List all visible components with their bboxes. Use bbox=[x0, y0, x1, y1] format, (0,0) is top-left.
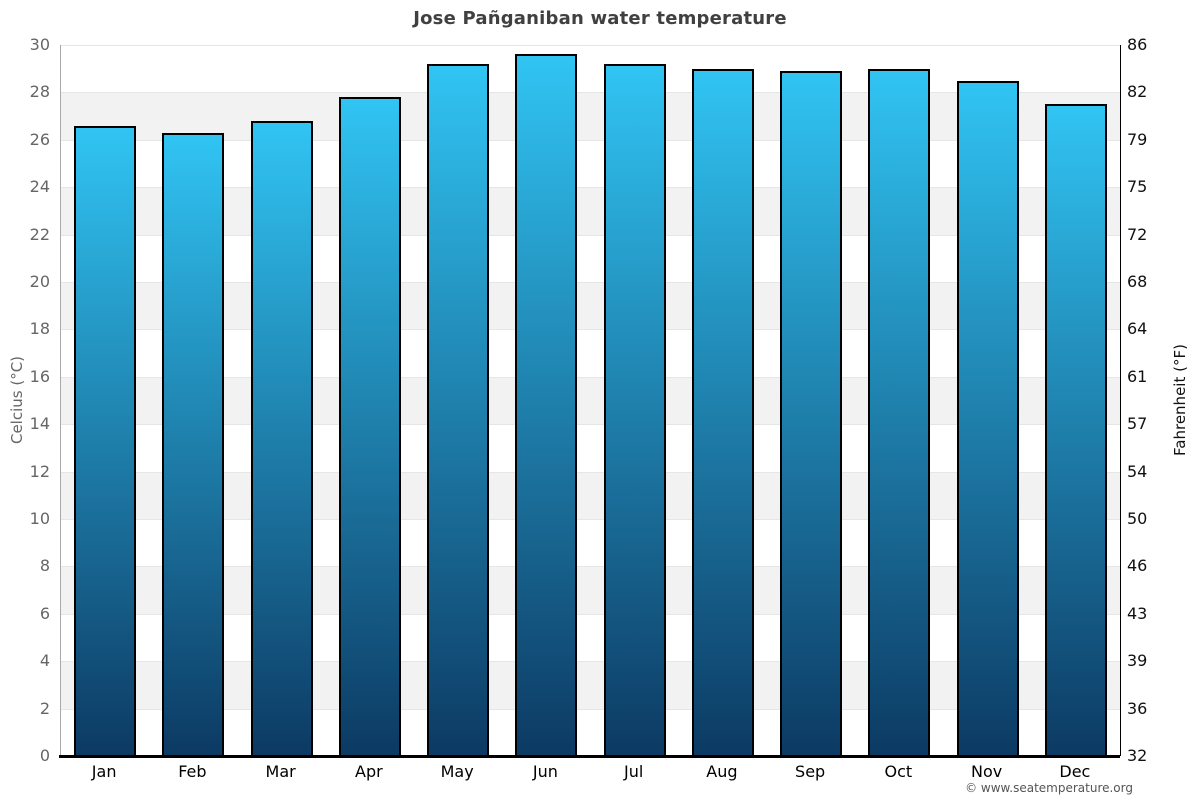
bar-Oct[interactable] bbox=[868, 68, 931, 756]
celsius-tick-label: 30 bbox=[29, 35, 50, 54]
fahrenheit-tick-label: 82 bbox=[1127, 82, 1148, 102]
month-label-Feb: Feb bbox=[178, 762, 207, 781]
plot-band bbox=[61, 566, 1120, 614]
gridline bbox=[61, 187, 1120, 189]
y-axis-title-fahrenheit: Fahrenheit (°F) bbox=[1171, 344, 1189, 456]
fahrenheit-tick-label: 64 bbox=[1127, 319, 1148, 339]
bar-Apr[interactable] bbox=[338, 97, 401, 756]
fahrenheit-tick-label: 36 bbox=[1127, 698, 1148, 718]
fahrenheit-tick-label: 32 bbox=[1127, 746, 1148, 765]
celsius-tick-label: 20 bbox=[29, 272, 50, 291]
fahrenheit-tick-label: 68 bbox=[1127, 272, 1148, 291]
month-label-Apr: Apr bbox=[355, 762, 383, 781]
bar-Dec[interactable] bbox=[1044, 104, 1107, 756]
gridline bbox=[61, 708, 1120, 710]
fahrenheit-tick-label: 79 bbox=[1127, 129, 1148, 149]
gridline bbox=[61, 566, 1120, 568]
month-label-Dec: Dec bbox=[1059, 762, 1091, 781]
celsius-tick-label: 14 bbox=[29, 414, 50, 434]
fahrenheit-tick-label: 43 bbox=[1127, 603, 1148, 623]
gridline bbox=[61, 234, 1120, 236]
month-label-May: May bbox=[440, 762, 474, 781]
bar-Jun[interactable] bbox=[515, 54, 578, 756]
plot-area bbox=[60, 45, 1121, 756]
gridline bbox=[61, 139, 1120, 141]
gridline bbox=[61, 661, 1120, 663]
fahrenheit-tick-label: 39 bbox=[1127, 651, 1148, 671]
month-label-Jul: Jul bbox=[623, 762, 644, 781]
celsius-tick-label: 10 bbox=[29, 509, 50, 528]
bar-Feb[interactable] bbox=[162, 132, 225, 756]
celsius-tick-label: 26 bbox=[29, 129, 50, 149]
plot-band bbox=[61, 187, 1120, 235]
gridline bbox=[61, 424, 1120, 426]
copyright: © www.seatemperature.org bbox=[965, 781, 1133, 795]
gridline bbox=[61, 519, 1120, 520]
gridline bbox=[61, 613, 1120, 615]
bar-Sep[interactable] bbox=[780, 71, 843, 756]
chart-title: Jose Pañganiban water temperature bbox=[413, 8, 787, 29]
gridline bbox=[61, 471, 1120, 473]
month-label-Jun: Jun bbox=[532, 762, 558, 781]
celsius-tick-label: 0 bbox=[39, 746, 50, 765]
celsius-tick-label: 28 bbox=[29, 82, 50, 102]
celsius-tick-label: 24 bbox=[29, 177, 50, 197]
month-label-Oct: Oct bbox=[884, 762, 913, 781]
fahrenheit-tick-label: 50 bbox=[1127, 509, 1148, 528]
plot-band bbox=[61, 661, 1120, 709]
fahrenheit-tick-label: 54 bbox=[1127, 461, 1148, 481]
plot-band bbox=[61, 471, 1120, 519]
gridline bbox=[61, 282, 1120, 283]
fahrenheit-tick-label: 86 bbox=[1127, 35, 1148, 54]
celsius-tick-label: 8 bbox=[39, 556, 50, 576]
gridline bbox=[61, 45, 1120, 46]
month-label-Aug: Aug bbox=[706, 762, 738, 781]
gridline bbox=[61, 92, 1120, 94]
celsius-tick-label: 4 bbox=[39, 651, 50, 671]
celsius-tick-label: 12 bbox=[29, 461, 50, 481]
bar-Nov[interactable] bbox=[956, 80, 1019, 756]
plot-band bbox=[61, 282, 1120, 330]
bar-May[interactable] bbox=[427, 63, 490, 756]
celsius-tick-label: 6 bbox=[39, 603, 50, 623]
celsius-tick-label: 2 bbox=[39, 698, 50, 718]
bar-Jan[interactable] bbox=[74, 125, 137, 756]
bar-Jul[interactable] bbox=[603, 63, 666, 756]
month-label-Nov: Nov bbox=[971, 762, 1003, 781]
month-label-Mar: Mar bbox=[265, 762, 296, 781]
x-axis-line bbox=[59, 755, 1120, 758]
fahrenheit-tick-label: 46 bbox=[1127, 556, 1148, 576]
plot-band bbox=[61, 92, 1120, 140]
fahrenheit-tick-label: 75 bbox=[1127, 177, 1148, 197]
celsius-tick-label: 18 bbox=[29, 319, 50, 339]
month-label-Sep: Sep bbox=[795, 762, 826, 781]
celsius-tick-label: 16 bbox=[29, 366, 50, 386]
plot-band bbox=[61, 376, 1120, 425]
gridline bbox=[61, 376, 1120, 378]
bar-Mar[interactable] bbox=[250, 120, 313, 756]
celsius-tick-label: 22 bbox=[29, 224, 50, 244]
fahrenheit-tick-label: 57 bbox=[1127, 414, 1148, 434]
gridline bbox=[61, 329, 1120, 331]
month-label-Jan: Jan bbox=[91, 762, 117, 781]
y-axis-title-celsius: Celcius (°C) bbox=[8, 355, 26, 445]
bar-Aug[interactable] bbox=[691, 68, 754, 756]
fahrenheit-tick-label: 72 bbox=[1127, 224, 1148, 244]
fahrenheit-tick-label: 61 bbox=[1127, 366, 1148, 386]
